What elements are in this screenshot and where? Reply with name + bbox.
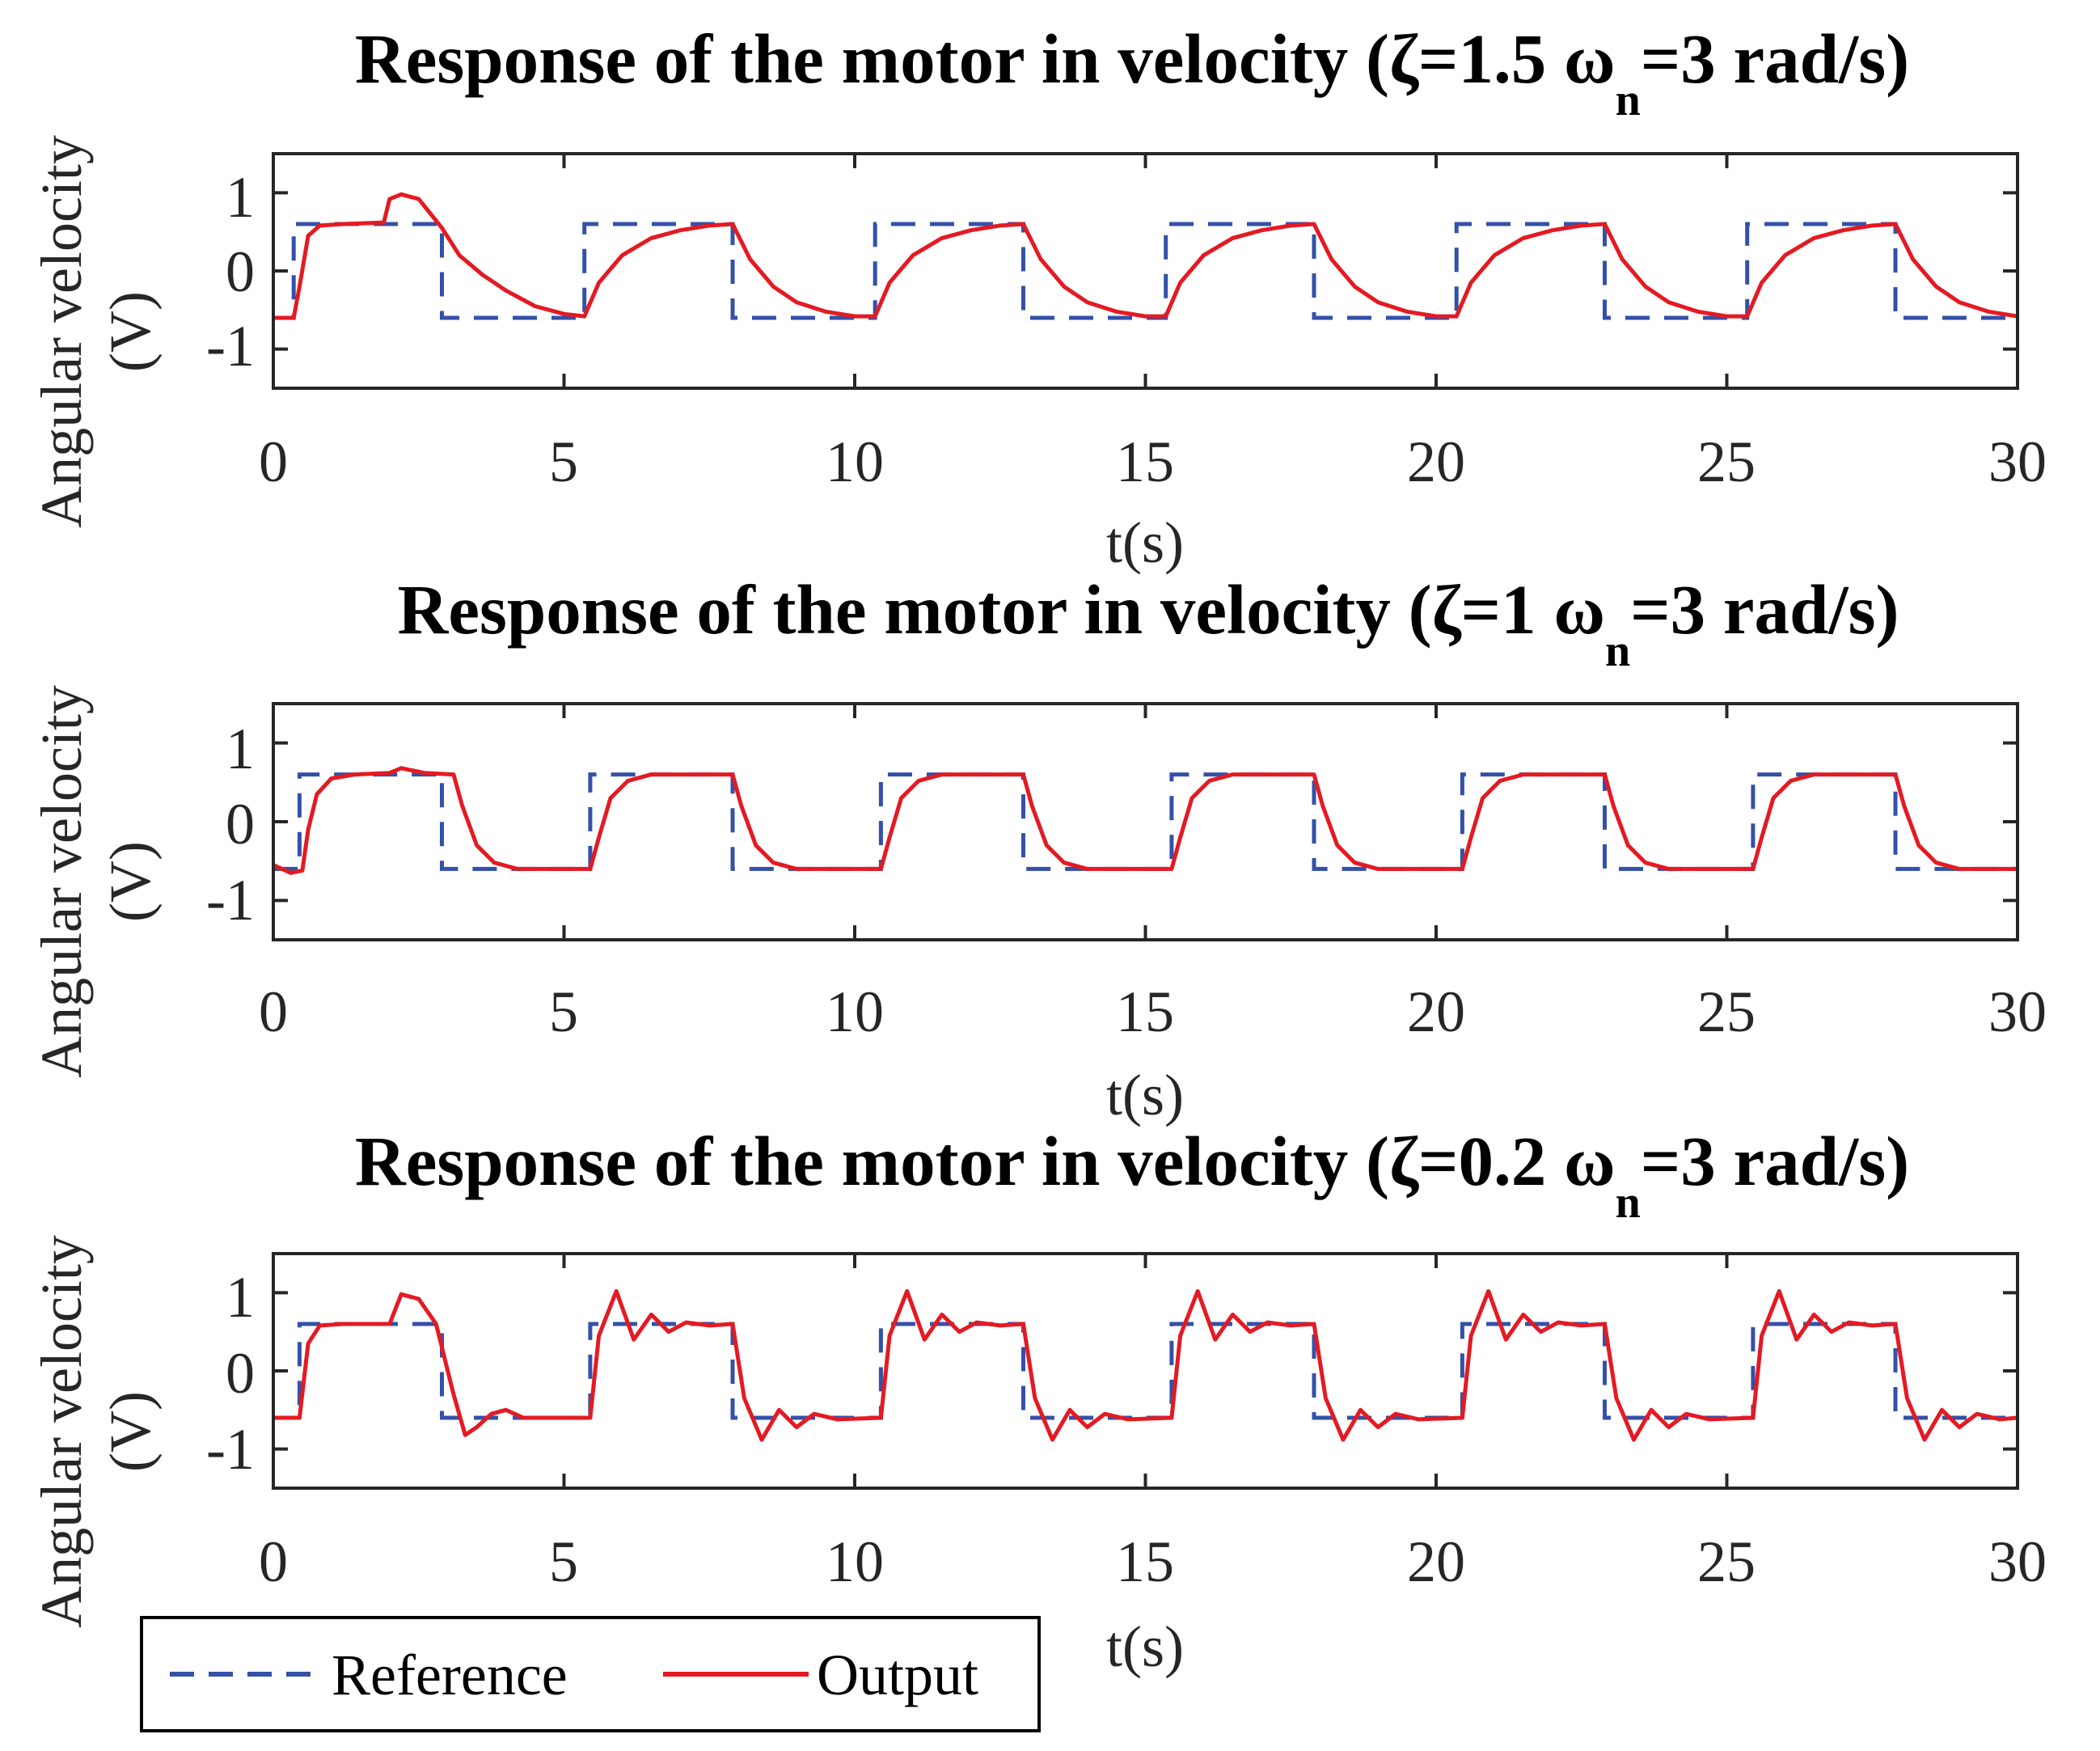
x-tick-label: 15 <box>1116 429 1174 494</box>
reference-series-line <box>273 222 2018 320</box>
y-tick-label: 0 <box>226 792 255 856</box>
y-axis-label-1: Angular velocity(V) <box>29 135 163 528</box>
plot-area-2 <box>272 702 2019 941</box>
output-series-line <box>273 1288 2018 1442</box>
legend-reference-label: Reference <box>332 1643 568 1707</box>
x-tick-label: 0 <box>259 429 288 494</box>
plot-area-3 <box>272 1252 2019 1490</box>
output-series-line <box>273 192 2018 320</box>
y-axis-label-3: Angular velocity(V) <box>29 1235 163 1628</box>
x-tick-label: 30 <box>1988 429 2047 494</box>
legend-output-label: Output <box>817 1643 978 1707</box>
chart-title-1: Response of the motor in velocity (ζ=1.5… <box>355 19 1909 125</box>
y-axis-label-2: Angular velocity(V) <box>29 685 163 1078</box>
tick-marks-2 <box>272 704 2019 940</box>
x-tick-label: 30 <box>1988 1529 2047 1594</box>
y-tick-label: 0 <box>226 239 255 304</box>
tick-marks-1 <box>272 154 2019 388</box>
x-tick-label: 10 <box>826 979 884 1044</box>
plot-area-1 <box>272 152 2019 390</box>
x-tick-label: 25 <box>1697 429 1756 494</box>
x-axis-label-1: t(s) <box>1106 510 1184 575</box>
chart-panel-3: Response of the motor in velocity (ζ=0.2… <box>29 1122 2047 1679</box>
x-axis-label-2: t(s) <box>1106 1063 1184 1127</box>
x-tick-label: 10 <box>826 1529 884 1594</box>
x-tick-label: 15 <box>1116 979 1174 1044</box>
y-tick-label: -1 <box>206 1417 255 1482</box>
legend: Reference Output <box>140 1616 1041 1732</box>
y-tick-label: -1 <box>206 868 255 933</box>
x-tick-label: 20 <box>1407 979 1465 1044</box>
y-tick-label: 1 <box>226 165 255 230</box>
x-tick-label: 25 <box>1697 1529 1756 1594</box>
y-tick-label: 0 <box>226 1341 255 1406</box>
x-tick-label: 30 <box>1988 979 2047 1044</box>
x-tick-label: 5 <box>549 1529 578 1594</box>
x-tick-label: 15 <box>1116 1529 1174 1594</box>
chart-panel-2: Response of the motor in velocity (ζ=1 ω… <box>29 570 2047 1127</box>
x-tick-label: 20 <box>1407 429 1465 494</box>
tick-marks-3 <box>272 1254 2019 1488</box>
chart-title-3: Response of the motor in velocity (ζ=0.2… <box>355 1122 1909 1228</box>
y-tick-label: 1 <box>226 1265 255 1330</box>
x-tick-label: 5 <box>549 429 578 494</box>
x-tick-label: 10 <box>826 429 884 494</box>
x-tick-label: 0 <box>259 979 288 1044</box>
y-tick-label: -1 <box>206 314 255 379</box>
y-tick-label: 1 <box>226 717 255 781</box>
x-tick-label: 0 <box>259 1529 288 1594</box>
output-series-line <box>272 766 2018 875</box>
x-tick-label: 25 <box>1697 979 1756 1044</box>
x-tick-label: 5 <box>549 979 578 1044</box>
chart-title-2: Response of the motor in velocity (ζ=1 ω… <box>398 570 1899 676</box>
x-tick-label: 20 <box>1407 1529 1465 1594</box>
x-axis-label-3: t(s) <box>1106 1614 1184 1679</box>
chart-panel-1: Response of the motor in velocity (ζ=1.5… <box>29 19 2047 575</box>
